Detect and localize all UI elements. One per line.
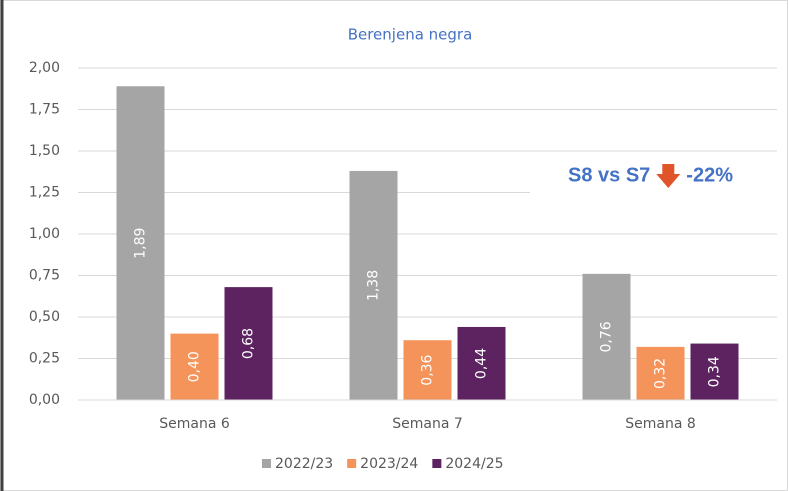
bar [582,273,631,400]
y-tick-label: 1,00 [29,226,60,242]
value-label: 1,89 [133,228,149,259]
legend-label: 2023/24 [360,456,418,472]
y-tick-label: 1,75 [29,102,60,118]
legend-swatch [347,459,357,468]
bar [457,326,506,400]
y-tick-label: 2,00 [29,60,60,76]
value-label: 0,36 [420,354,436,385]
chart-title: Berenjena negra [348,26,473,44]
annotation-comparison: S8 vs S7 [568,164,650,186]
y-tick-label: 0,25 [29,351,60,367]
bar [116,86,165,400]
legend-swatch [262,459,271,468]
legend-label: 2024/25 [445,456,503,472]
bar [403,340,452,400]
value-label: 0,34 [707,356,723,387]
bar [690,343,739,400]
y-tick-label: 0,50 [29,309,60,325]
bar [170,333,219,400]
value-label: 0,68 [241,328,257,359]
bar [636,346,685,400]
y-tick-label: 1,25 [29,185,60,201]
annotation-bg [530,155,780,197]
down-arrow-icon [656,164,681,188]
y-tick-label: 0,75 [29,268,60,284]
value-label: 0,40 [187,351,203,382]
y-tick-label: 0,00 [29,392,60,408]
legend-swatch [432,459,442,468]
x-tick-label: Semana 7 [392,416,463,432]
annotation-change: -22% [686,164,733,186]
value-label: 0,32 [653,358,669,389]
x-tick-label: Semana 8 [625,416,696,432]
y-tick-label: 1,50 [29,143,60,159]
value-label: 0,44 [474,348,490,379]
value-label: 1,38 [366,270,382,301]
bar [349,170,398,400]
x-tick-label: Semana 6 [159,416,230,432]
legend-label: 2022/23 [275,456,333,472]
bar [224,287,273,400]
value-label: 0,76 [599,321,615,352]
